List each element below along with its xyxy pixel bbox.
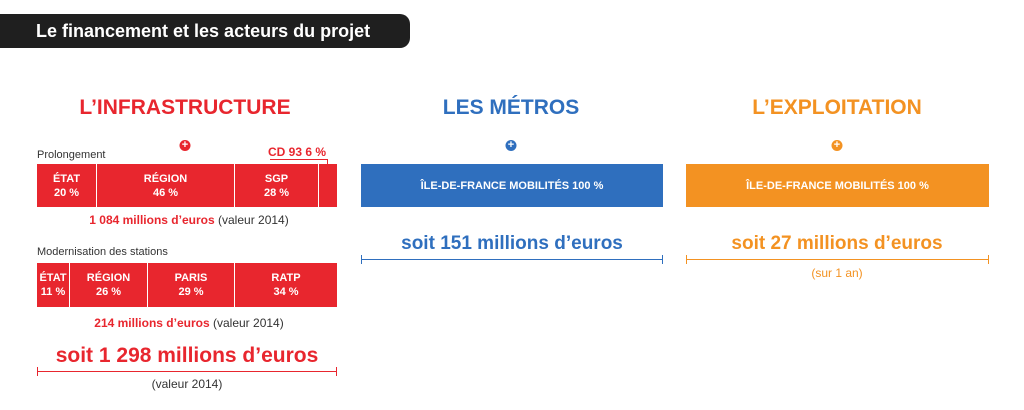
metros-total: soit 151 millions d’euros	[401, 233, 623, 254]
prolongement-segment: RÉGION 46 %	[97, 164, 235, 207]
prolongement-segment-name: SGP	[264, 172, 289, 185]
cd93-label: CD 93 6 %	[268, 145, 327, 159]
metros-bar-label: ÎLE-DE-FRANCE MOBILITÉS 100 %	[420, 179, 604, 192]
prolongement-total-value: 1 084 millions d’euros	[89, 213, 215, 227]
prolongement-label: Prolongement	[37, 149, 106, 161]
exploitation-title: L’EXPLOITATION	[752, 96, 922, 119]
modernisation-segment: RATP 34 %	[235, 263, 337, 307]
modernisation-segment-name: RÉGION	[86, 272, 131, 284]
modernisation-total-note: (valeur 2014)	[213, 316, 284, 330]
modernisation-segment: RÉGION 26 %	[70, 263, 148, 307]
cd93-bracket	[270, 159, 328, 165]
prolongement-segment-percent: 20 %	[53, 186, 80, 199]
prolongement-segment-name: ÉTAT	[52, 172, 81, 185]
exploitation-note: (sur 1 an)	[811, 266, 863, 280]
infrastructure-grand-total: soit 1 298 millions d’euros	[55, 344, 319, 367]
modernisation-bar: ÉTAT 11 % RÉGION 26 % PARIS 29 % RATP 34 %	[37, 263, 337, 307]
prolongement-total-note: (valeur 2014)	[218, 213, 289, 227]
modernisation-segment: ÉTAT 11 %	[37, 263, 70, 307]
metros-bar: ÎLE-DE-FRANCE MOBILITÉS 100 %	[361, 164, 663, 207]
metros-title: LES MÉTROS	[442, 96, 580, 119]
prolongement-segment-percent: 28 %	[263, 186, 290, 199]
modernisation-segment: PARIS 29 %	[148, 263, 235, 307]
modernisation-segment-name: ÉTAT	[39, 272, 67, 284]
modernisation-segment-percent: 26 %	[95, 286, 122, 298]
prolongement-segment: SGP 28 %	[235, 164, 319, 207]
exploitation-bar: ÎLE-DE-FRANCE MOBILITÉS 100 %	[686, 164, 989, 207]
prolongement-segment	[319, 164, 337, 207]
prolongement-total: 1 084 millions d’euros (valeur 2014)	[89, 213, 288, 227]
modernisation-segment-name: RATP	[271, 272, 301, 284]
exploitation-total: soit 27 millions d’euros	[731, 233, 943, 254]
prolongement-segment: ÉTAT 20 %	[37, 164, 97, 207]
header-title: Le financement et les acteurs du projet	[0, 14, 410, 48]
exploitation-bar-label: ÎLE-DE-FRANCE MOBILITÉS 100 %	[746, 179, 929, 192]
modernisation-segment-percent: 29 %	[178, 286, 204, 298]
modernisation-total-value: 214 millions d’euros	[94, 316, 210, 330]
modernisation-segment-name: PARIS	[174, 272, 208, 284]
infrastructure-rule	[37, 367, 337, 376]
metros-plus-icon: +	[505, 140, 517, 151]
infrastructure-grand-total-note: (valeur 2014)	[151, 377, 223, 391]
prolongement-bar: ÉTAT 20 % RÉGION 46 % SGP 28 %	[37, 164, 337, 207]
prolongement-segment-name: RÉGION	[143, 172, 188, 185]
modernisation-segment-percent: 34 %	[273, 286, 299, 298]
infrastructure-title: L’INFRASTRUCTURE	[79, 96, 291, 119]
prolongement-segment-percent: 46 %	[152, 186, 179, 199]
exploitation-plus-icon: +	[831, 140, 843, 151]
exploitation-rule	[686, 255, 989, 264]
metros-rule	[361, 255, 663, 264]
modernisation-total: 214 millions d’euros (valeur 2014)	[94, 316, 283, 330]
modernisation-segment-percent: 11 %	[40, 286, 66, 298]
infrastructure-plus-icon: +	[179, 140, 191, 151]
modernisation-label: Modernisation des stations	[37, 246, 168, 258]
